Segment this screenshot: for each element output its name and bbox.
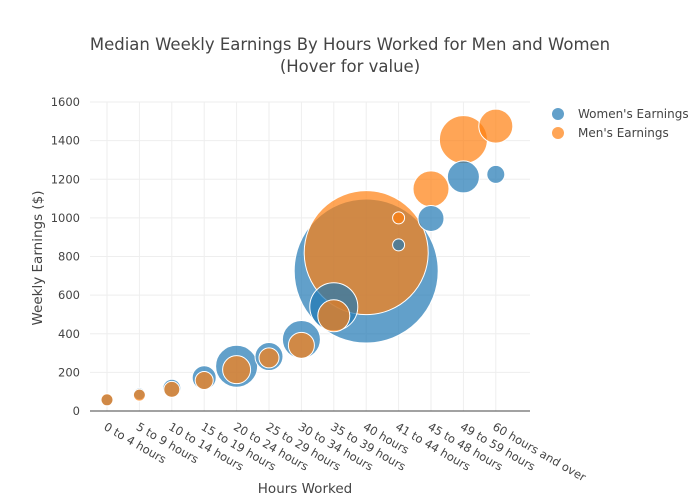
y-tick-label: 1000 <box>51 211 80 225</box>
y-tick-label: 1200 <box>51 172 80 186</box>
y-tick-label: 1600 <box>51 95 80 109</box>
men-earnings-bubble[interactable]: Men's Earnings: 58 <box>100 393 114 407</box>
women-earnings-bubble[interactable]: Women's Earnings: 1225 <box>486 164 506 184</box>
men-earnings-bubble[interactable]: Men's Earnings: 1000 <box>392 211 406 225</box>
y-tick-label: 600 <box>58 288 80 302</box>
men-earnings-bubble[interactable]: Men's Earnings: 112 <box>163 380 181 398</box>
y-tick-label: 800 <box>58 250 80 264</box>
chart-title: Median Weekly Earnings By Hours Worked f… <box>90 35 610 54</box>
legend-marker <box>552 127 564 139</box>
legend-marker <box>552 108 564 120</box>
legend[interactable]: Women's Earnings Men's Earnings <box>552 107 689 140</box>
women-earnings-bubble[interactable]: Women's Earnings: 860 <box>392 238 406 252</box>
y-tick-label: 400 <box>58 327 80 341</box>
x-axis-title: Hours Worked <box>258 481 352 497</box>
legend-label: Men's Earnings <box>578 126 669 140</box>
y-axis-title: Weekly Earnings ($) <box>30 190 46 325</box>
men-earnings-bubble[interactable]: Men's Earnings: 158 <box>194 370 214 390</box>
women-earnings-bubble[interactable]: Women's Earnings: 997 <box>417 204 445 232</box>
men-earnings-bubble[interactable]: Men's Earnings: 340 <box>287 331 315 359</box>
legend-label: Women's Earnings <box>578 107 689 121</box>
y-tick-label: 200 <box>58 365 80 379</box>
men-earnings-bubble[interactable]: Men's Earnings: 82 <box>132 388 146 402</box>
men-earnings-bubble[interactable]: Men's Earnings: 1150 <box>412 170 450 208</box>
chart-subtitle: (Hover for value) <box>280 57 420 76</box>
legend-item[interactable]: Women's Earnings <box>552 107 689 121</box>
legend-item[interactable]: Men's Earnings <box>552 126 669 140</box>
men-earnings-bubble[interactable]: Men's Earnings: 493 <box>317 299 351 333</box>
men-earnings-bubble[interactable]: Men's Earnings: 275 <box>258 347 280 369</box>
bubble-layer: Women's Earnings: 725Men's Earnings: 820… <box>100 108 514 407</box>
women-earnings-bubble[interactable]: Women's Earnings: 1212 <box>446 160 480 194</box>
y-tick-label: 1400 <box>51 134 80 148</box>
y-tick-label: 0 <box>73 404 80 418</box>
men-earnings-bubble[interactable]: Men's Earnings: 214 <box>222 355 252 385</box>
men-earnings-bubble[interactable]: Men's Earnings: 1475 <box>478 108 514 144</box>
